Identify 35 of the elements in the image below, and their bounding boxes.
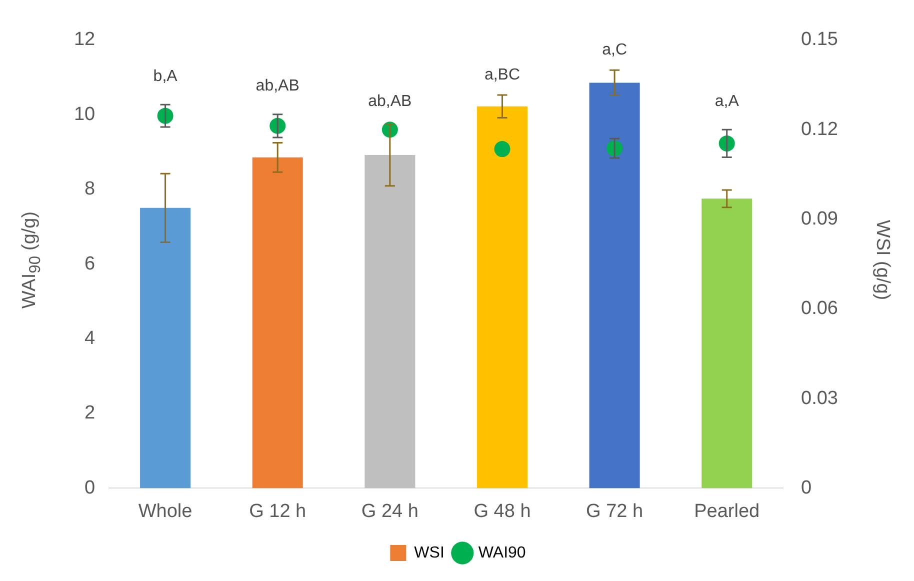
bar	[702, 198, 752, 488]
bar	[476, 106, 528, 488]
x-tick-label: G 24 h	[361, 500, 418, 522]
y-tick-label: 12	[74, 29, 96, 50]
annotation: ab,AB	[368, 93, 412, 110]
x-tick-label: G 12 h	[249, 500, 306, 522]
legend-label: WAI90	[478, 544, 526, 562]
y2-tick-label: 0.12	[801, 118, 838, 140]
annotation: a,C	[602, 42, 627, 59]
annotation: a,A	[714, 93, 740, 110]
y-tick-label: 6	[84, 253, 96, 274]
y2-axis-title: WSI (g/g)	[871, 220, 893, 300]
bar	[364, 155, 416, 488]
x-tick-label: Whole	[138, 500, 192, 522]
y2-tick-label: 0.06	[801, 298, 838, 320]
y-tick-label: 4	[84, 328, 96, 350]
y-tick-label: 10	[74, 104, 96, 125]
annotation: a,BC	[484, 66, 520, 84]
bar	[252, 157, 303, 488]
bar	[140, 208, 191, 488]
y2-tick-label: 0.09	[801, 208, 838, 230]
x-tick-label: Pearled	[694, 500, 760, 522]
y2-tick-label: 0.15	[801, 29, 838, 50]
y2-tick-label: 0.03	[801, 388, 838, 409]
x-tick-label: G 48 h	[474, 500, 531, 522]
x-tick-label: G 72 h	[586, 500, 644, 522]
annotation: ab,AB	[256, 78, 300, 95]
legend-label: WSI	[414, 544, 444, 562]
y2-tick-label: 0	[801, 477, 812, 498]
annotation: b,A	[153, 68, 178, 86]
y-tick-label: 2	[84, 402, 96, 424]
bar	[589, 82, 640, 488]
y-tick-label: 0	[84, 477, 96, 498]
point	[494, 141, 510, 158]
y-tick-label: 8	[84, 178, 96, 200]
